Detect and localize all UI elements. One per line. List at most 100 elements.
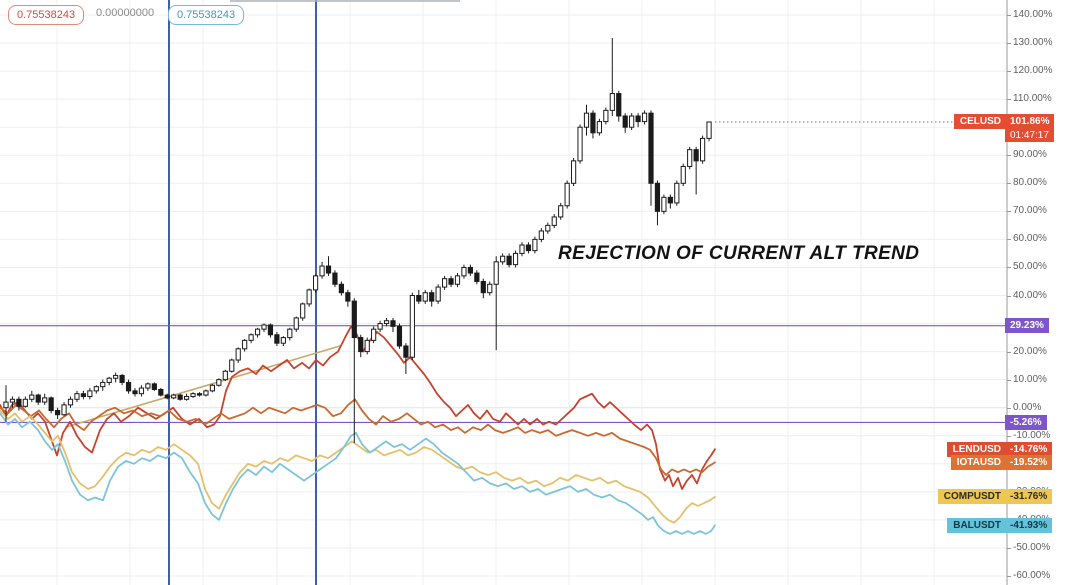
candle-body[interactable] xyxy=(422,292,428,302)
candle-body[interactable] xyxy=(267,324,274,336)
candle-body[interactable] xyxy=(300,303,306,319)
candle-body[interactable] xyxy=(648,112,654,184)
candle-body[interactable] xyxy=(106,377,112,383)
candle-body[interactable] xyxy=(558,205,564,218)
candle-body[interactable] xyxy=(700,137,706,162)
candle-body[interactable] xyxy=(590,112,596,134)
candle-body[interactable] xyxy=(9,398,16,403)
candle-body[interactable] xyxy=(371,328,377,341)
candle-body[interactable] xyxy=(641,112,648,123)
candle-body[interactable] xyxy=(532,238,538,252)
candle-body[interactable] xyxy=(67,398,74,406)
candle-body[interactable] xyxy=(390,320,396,327)
candle-body[interactable] xyxy=(364,339,370,353)
candle-body[interactable] xyxy=(551,216,557,226)
candle-body[interactable] xyxy=(119,374,125,383)
candle-body[interactable] xyxy=(151,383,157,390)
candle-body[interactable] xyxy=(254,328,261,336)
candle-body[interactable] xyxy=(145,383,151,389)
candle-body[interactable] xyxy=(454,275,461,285)
candle-body[interactable] xyxy=(706,121,712,139)
candle-body[interactable] xyxy=(545,224,551,232)
candle-body[interactable] xyxy=(29,394,35,400)
candle-body[interactable] xyxy=(306,289,312,305)
candle-body[interactable] xyxy=(442,278,448,288)
candle-body[interactable] xyxy=(674,182,680,204)
candle-body[interactable] xyxy=(596,121,602,134)
chart-annotation-text[interactable]: REJECTION OF CURRENT ALT TREND xyxy=(558,243,920,264)
candle-body[interactable] xyxy=(100,381,106,388)
candle-body[interactable] xyxy=(345,292,351,302)
candle-body[interactable] xyxy=(629,115,635,128)
candle-body[interactable] xyxy=(138,387,145,395)
candle-body[interactable] xyxy=(577,126,583,162)
series-label-badge-iotausd[interactable]: IOTAUSD xyxy=(950,454,1007,470)
candle-body[interactable] xyxy=(403,345,409,358)
candle-body[interactable] xyxy=(480,280,486,294)
candle-body[interactable] xyxy=(203,390,209,396)
candle-body[interactable] xyxy=(235,348,241,361)
candle-body[interactable] xyxy=(416,295,422,302)
candle-body[interactable] xyxy=(209,384,216,392)
candle-body[interactable] xyxy=(93,386,99,392)
candle-body[interactable] xyxy=(222,370,228,381)
candle-body[interactable] xyxy=(396,325,403,347)
candle-body[interactable] xyxy=(635,115,641,123)
axis-value-badge-level-neg5[interactable]: -5.26% xyxy=(1005,414,1047,430)
candle-body[interactable] xyxy=(113,374,119,379)
candle-body[interactable] xyxy=(506,255,512,266)
candle-body[interactable] xyxy=(616,93,622,117)
candle-body[interactable] xyxy=(16,398,22,407)
series-label-badge-celusd[interactable]: CELUSD xyxy=(953,114,1007,130)
candle-body[interactable] xyxy=(242,339,248,350)
candle-body[interactable] xyxy=(680,165,686,184)
candle-body[interactable] xyxy=(693,149,699,162)
candle-body[interactable] xyxy=(22,398,28,407)
axis-value-badge-iotausd[interactable]: -19.52% xyxy=(1005,454,1053,470)
candle-body[interactable] xyxy=(377,323,383,330)
price-readout-red[interactable]: 0.75538243 xyxy=(8,5,85,25)
series-label-badge-lendusd[interactable]: LENDUSD xyxy=(946,441,1007,457)
series-label-badge-balusdt[interactable]: BALUSDT xyxy=(947,517,1007,533)
axis-value-badge-level-29[interactable]: 29.23% xyxy=(1005,318,1049,334)
candle-body[interactable] xyxy=(525,244,532,252)
candle-body[interactable] xyxy=(512,252,519,266)
candle-body[interactable] xyxy=(622,115,628,128)
candle-body[interactable] xyxy=(687,149,693,167)
candle-body[interactable] xyxy=(319,265,325,277)
series-line-compusdt[interactable] xyxy=(0,409,716,524)
candle-body[interactable] xyxy=(500,255,506,263)
candle-body[interactable] xyxy=(487,283,493,294)
candle-body[interactable] xyxy=(280,337,286,344)
candle-body[interactable] xyxy=(448,278,454,285)
candle-body[interactable] xyxy=(609,93,615,111)
candle-body[interactable] xyxy=(35,394,41,403)
candle-body[interactable] xyxy=(332,272,338,285)
candle-body[interactable] xyxy=(571,160,577,184)
axis-value-badge-balusdt[interactable]: -41.93% xyxy=(1005,517,1053,533)
candle-body[interactable] xyxy=(351,300,357,339)
candle-body[interactable] xyxy=(274,334,280,344)
candle-body[interactable] xyxy=(493,261,499,285)
candle-body[interactable] xyxy=(603,109,609,123)
candle-body[interactable] xyxy=(564,182,570,207)
candle-body[interactable] xyxy=(338,283,344,294)
axis-value-badge-celusd[interactable]: 101.86% xyxy=(1005,114,1055,130)
candle-body[interactable] xyxy=(358,337,364,353)
candle-body[interactable] xyxy=(435,286,441,302)
series-line-balusdt[interactable] xyxy=(0,412,716,535)
candle-body[interactable] xyxy=(42,397,48,403)
candle-body[interactable] xyxy=(654,182,661,212)
candle-body[interactable] xyxy=(461,266,467,277)
candle-body[interactable] xyxy=(261,324,267,330)
candle-body[interactable] xyxy=(48,397,54,412)
candle-body[interactable] xyxy=(164,394,170,399)
candle-body[interactable] xyxy=(55,410,61,416)
candle-body[interactable] xyxy=(177,394,183,400)
candle-body[interactable] xyxy=(171,394,177,399)
series-line-iotausd[interactable] xyxy=(0,398,716,476)
candle-body[interactable] xyxy=(61,404,67,416)
candle-body[interactable] xyxy=(313,275,319,291)
candle-body[interactable] xyxy=(667,196,673,204)
candle-body[interactable] xyxy=(184,395,190,400)
